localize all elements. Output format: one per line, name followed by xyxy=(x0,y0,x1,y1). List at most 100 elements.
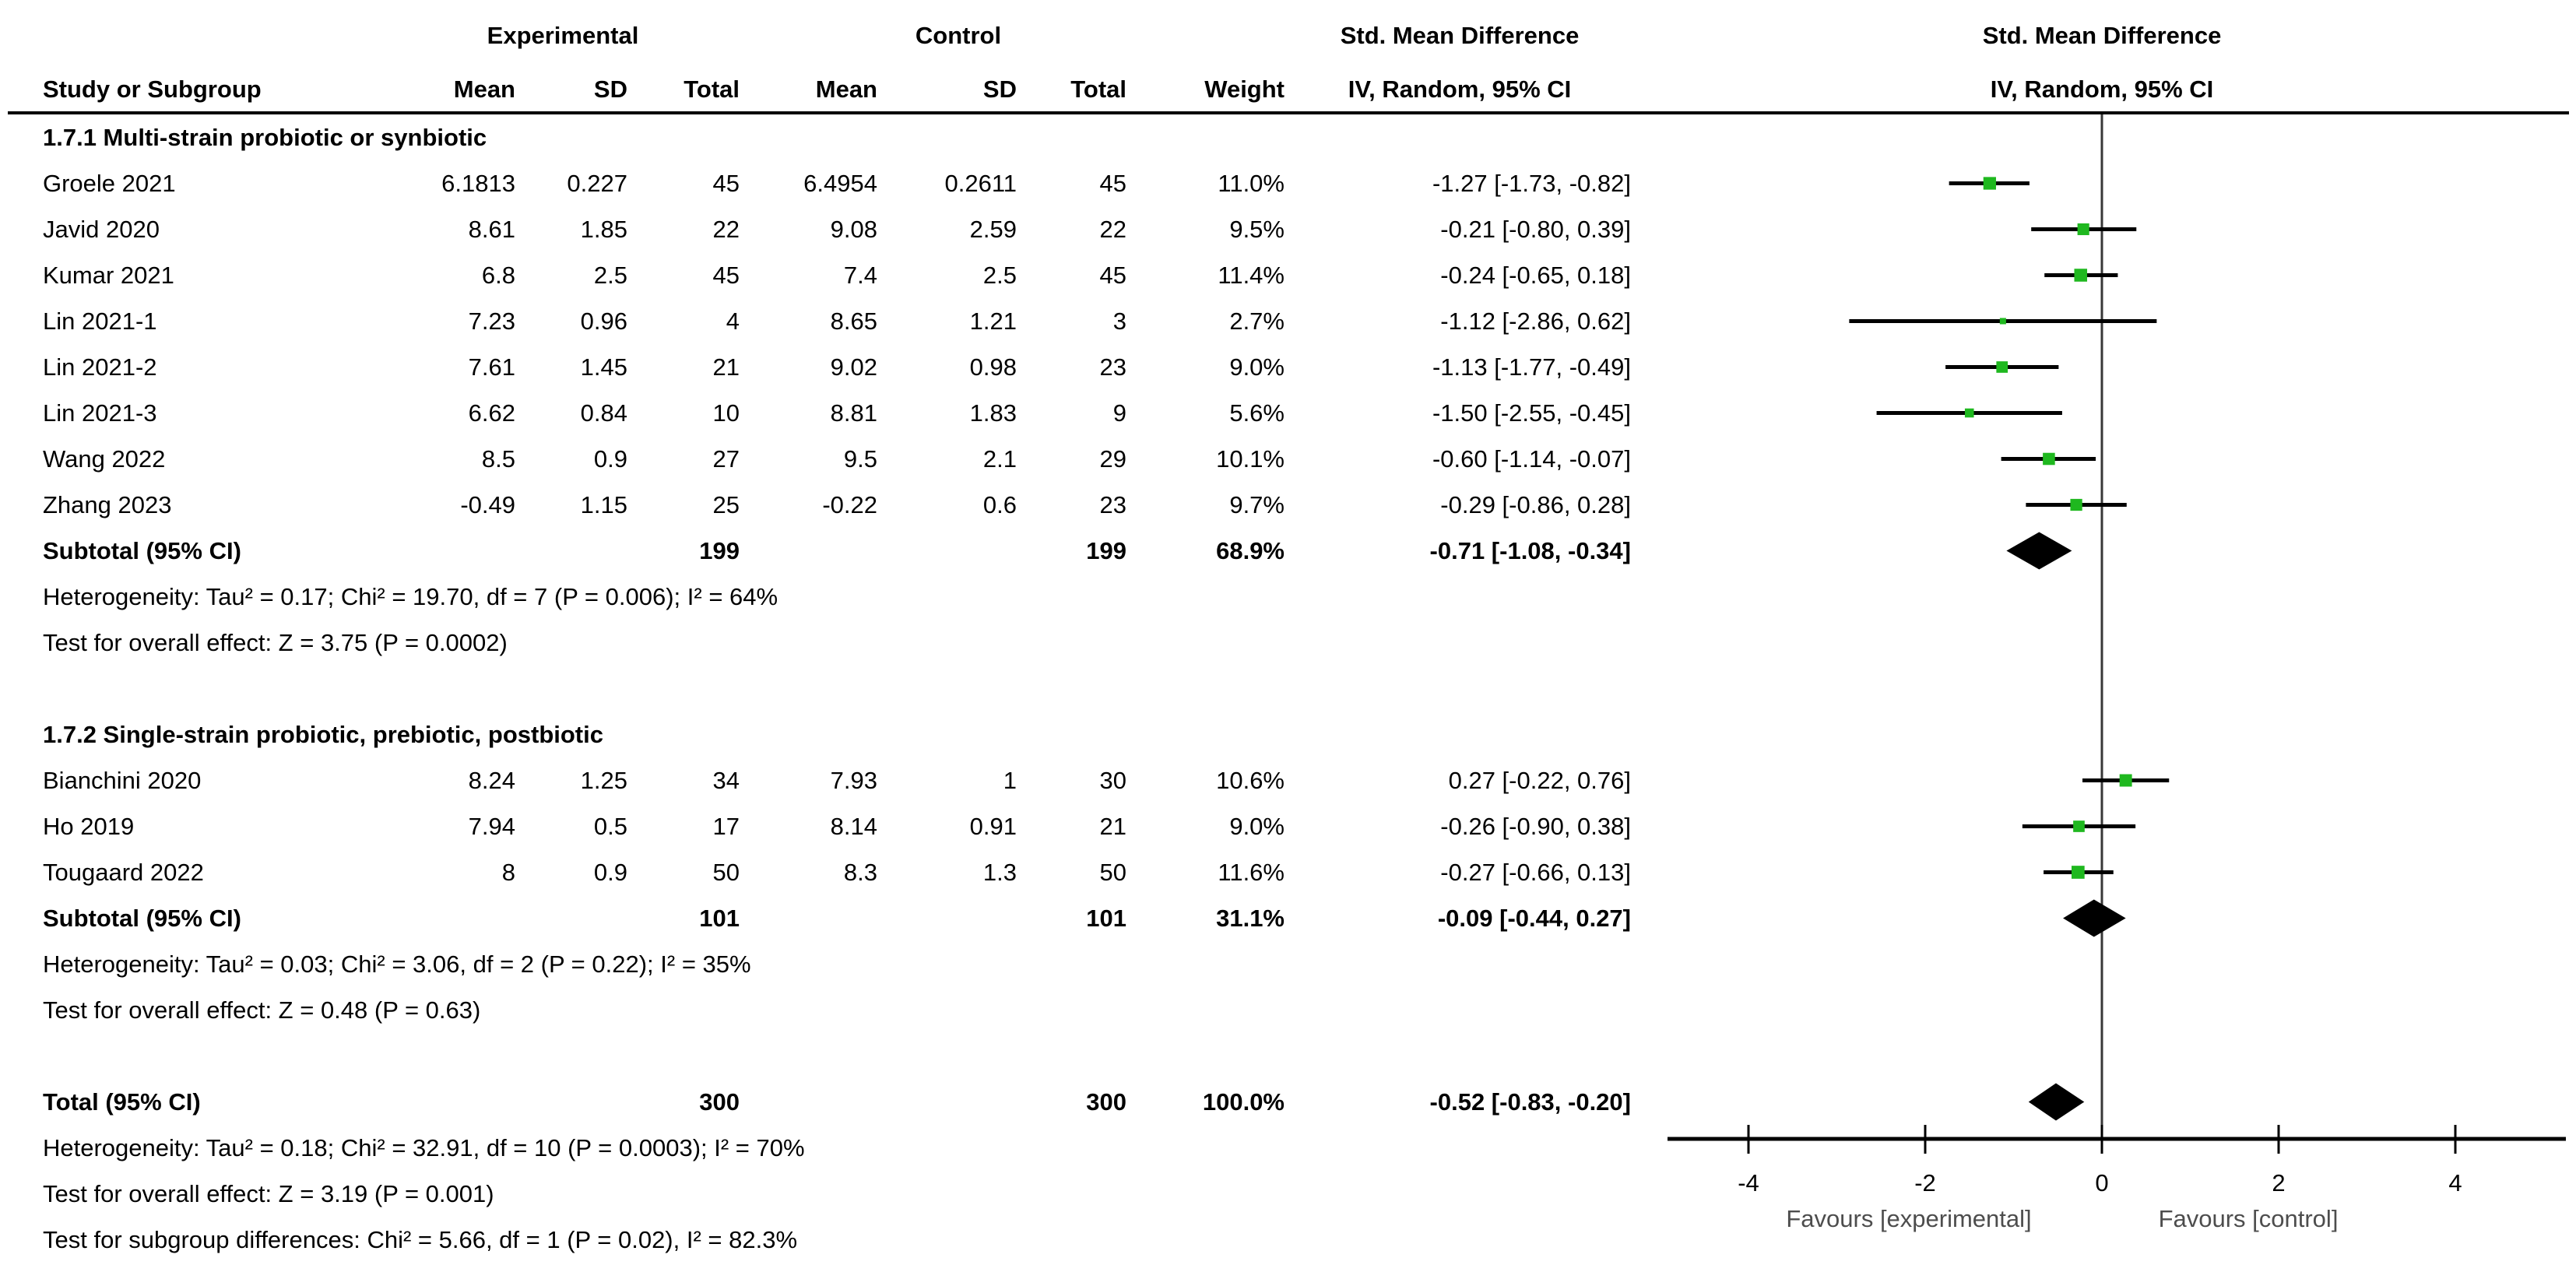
study-row: Wang 2022 8.5 0.9 27 9.5 2.1 29 10.1% -0.60 [-1.… xyxy=(0,436,1752,482)
total-exp-cell: 21 xyxy=(712,353,740,381)
header-underline xyxy=(8,111,2569,114)
total-ctrl-cell: 45 xyxy=(1099,170,1126,197)
forest-table-body: 1.7.1 Multi-strain probiotic or synbioti… xyxy=(0,114,1752,1263)
ci-text-cell: -1.27 [-1.73, -0.82] xyxy=(1432,170,1631,197)
total-exp-cell: 27 xyxy=(712,445,740,473)
experimental-group-header: Experimental xyxy=(487,22,639,49)
sd-ctrl-cell: 0.2611 xyxy=(944,170,1017,197)
sd-exp-cell: 0.9 xyxy=(593,859,627,886)
subgroup-heading: 1.7.2 Single-strain probiotic, prebiotic… xyxy=(43,721,603,748)
mean-ctrl-header: Mean xyxy=(815,76,877,103)
study-or-subgroup-header: Study or Subgroup xyxy=(43,76,262,103)
axis-tick-label: 2 xyxy=(2272,1169,2285,1196)
spacer-row xyxy=(0,666,1752,712)
mean-exp-header: Mean xyxy=(453,76,515,103)
sd-ctrl-cell: 1.3 xyxy=(982,859,1017,886)
total-exp-cell: 17 xyxy=(712,813,740,840)
ci-text-cell: -0.21 [-0.80, 0.39] xyxy=(1440,216,1631,243)
overall-effect-text: Test for overall effect: Z = 3.75 (P = 0… xyxy=(43,629,508,656)
study-name: Kumar 2021 xyxy=(43,262,174,289)
smd-text-column-header: Std. Mean Difference xyxy=(1340,22,1580,49)
study-name: Bianchini 2020 xyxy=(43,767,202,794)
pooled-effect-diamond xyxy=(2006,532,2072,570)
subgroup-heading-row: 1.7.1 Multi-strain probiotic or synbioti… xyxy=(0,114,1752,160)
heterogeneity-row: Heterogeneity: Tau² = 0.17; Chi² = 19.70… xyxy=(0,574,1752,620)
sd-ctrl-cell: 2.1 xyxy=(982,445,1017,473)
point-estimate-marker xyxy=(2077,223,2089,236)
mean-ctrl-cell: 7.93 xyxy=(830,767,877,794)
weight-cell: 9.7% xyxy=(1229,491,1284,518)
total-exp-cell: 199 xyxy=(699,537,740,564)
heterogeneity-row: Heterogeneity: Tau² = 0.03; Chi² = 3.06,… xyxy=(0,941,1752,987)
total-exp-cell: 50 xyxy=(712,859,740,886)
sd-ctrl-cell: 1 xyxy=(1003,767,1017,794)
study-name: Lin 2021-2 xyxy=(43,353,157,381)
weight-cell: 2.7% xyxy=(1229,307,1284,335)
total-label: Total (95% CI) xyxy=(43,1088,201,1116)
weight-cell: 10.6% xyxy=(1216,767,1284,794)
sd-exp-cell: 0.84 xyxy=(580,399,627,427)
study-name: Zhang 2023 xyxy=(43,491,172,518)
subgroup-differences-row: Test for subgroup differences: Chi² = 5.… xyxy=(0,1217,1752,1263)
mean-exp-cell: 7.23 xyxy=(468,307,515,335)
weight-cell: 9.5% xyxy=(1229,216,1284,243)
weight-cell: 10.1% xyxy=(1216,445,1284,473)
smd-plot-column-header: Std. Mean Difference xyxy=(1982,22,2222,49)
subgroup-heading: 1.7.1 Multi-strain probiotic or synbioti… xyxy=(43,124,487,151)
favours-right-label: Favours [control] xyxy=(2159,1205,2339,1232)
mean-ctrl-cell: 7.4 xyxy=(843,262,877,289)
ci-text-cell: -0.24 [-0.65, 0.18] xyxy=(1440,262,1631,289)
pooled-effect-diamond xyxy=(2063,899,2126,937)
total-ctrl-cell: 30 xyxy=(1099,767,1126,794)
overall-effect-text: Test for overall effect: Z = 0.48 (P = 0… xyxy=(43,996,481,1024)
weight-cell: 68.9% xyxy=(1216,537,1284,564)
overall-effect-row: Test for overall effect: Z = 3.19 (P = 0… xyxy=(0,1171,1752,1217)
sd-ctrl-cell: 2.59 xyxy=(969,216,1017,243)
ci-text-cell: -0.60 [-1.14, -0.07] xyxy=(1432,445,1631,473)
weight-cell: 11.4% xyxy=(1218,262,1284,289)
point-estimate-marker xyxy=(1983,177,1996,190)
total-ctrl-cell: 23 xyxy=(1099,353,1126,381)
ci-text-cell: -0.71 [-1.08, -0.34] xyxy=(1429,537,1631,564)
overall-effect-row: Test for overall effect: Z = 3.75 (P = 0… xyxy=(0,620,1752,666)
study-row: Ho 2019 7.94 0.5 17 8.14 0.91 21 9.0% -0.26 [-0.… xyxy=(0,803,1752,849)
ci-text-cell: -1.50 [-2.55, -0.45] xyxy=(1432,399,1631,427)
mean-exp-cell: 7.94 xyxy=(468,813,515,840)
study-name: Javid 2020 xyxy=(43,216,160,243)
point-estimate-marker xyxy=(1996,361,2008,373)
overall-effect-row: Test for overall effect: Z = 0.48 (P = 0… xyxy=(0,987,1752,1033)
study-row: Tougaard 2022 8 0.9 50 8.3 1.3 50 11.6% -0.27 [-… xyxy=(0,849,1752,895)
point-estimate-marker xyxy=(2070,498,2082,511)
heterogeneity-row: Heterogeneity: Tau² = 0.18; Chi² = 32.91… xyxy=(0,1125,1752,1171)
subtotal-row: Subtotal (95% CI) 199 199 68.9% -0.71 [-1.08… xyxy=(0,528,1752,574)
point-estimate-marker xyxy=(1999,318,2006,325)
study-row: Lin 2021-1 7.23 0.96 4 8.65 1.21 3 2.7% -1.12 [-… xyxy=(0,298,1752,344)
sd-ctrl-cell: 0.91 xyxy=(969,813,1017,840)
mean-exp-cell: 8 xyxy=(501,859,515,886)
total-ctrl-cell: 3 xyxy=(1112,307,1126,335)
point-estimate-marker xyxy=(2043,452,2055,466)
subtotal-label: Subtotal (95% CI) xyxy=(43,537,241,564)
heterogeneity-text: Heterogeneity: Tau² = 0.03; Chi² = 3.06,… xyxy=(43,950,751,978)
sd-ctrl-cell: 1.83 xyxy=(969,399,1017,427)
header-row-groups: Experimental Control Std. Mean Differenc… xyxy=(0,22,2576,67)
subtotal-label: Subtotal (95% CI) xyxy=(43,905,241,932)
point-estimate-marker xyxy=(1964,408,1974,418)
sd-exp-cell: 0.9 xyxy=(593,445,627,473)
sd-ctrl-cell: 0.6 xyxy=(982,491,1017,518)
ci-text-cell: -1.13 [-1.77, -0.49] xyxy=(1432,353,1631,381)
sd-ctrl-cell: 1.21 xyxy=(969,307,1017,335)
mean-exp-cell: 7.61 xyxy=(468,353,515,381)
subgroup-differences-text: Test for subgroup differences: Chi² = 5.… xyxy=(43,1226,798,1253)
study-name: Groele 2021 xyxy=(43,170,176,197)
pooled-effect-diamond xyxy=(2028,1083,2085,1121)
mean-ctrl-cell: 8.3 xyxy=(843,859,877,886)
header-row-columns: Study or Subgroup Mean SD Total Mean SD … xyxy=(0,67,2576,111)
sd-ctrl-cell: 2.5 xyxy=(982,262,1017,289)
study-name: Tougaard 2022 xyxy=(43,859,204,886)
mean-ctrl-cell: 9.5 xyxy=(843,445,877,473)
study-row: Lin 2021-3 6.62 0.84 10 8.81 1.83 9 5.6% -1.50 [… xyxy=(0,390,1752,436)
ci-text-cell: -1.12 [-2.86, 0.62] xyxy=(1440,307,1631,335)
weight-cell: 9.0% xyxy=(1229,813,1284,840)
weight-cell: 5.6% xyxy=(1229,399,1284,427)
